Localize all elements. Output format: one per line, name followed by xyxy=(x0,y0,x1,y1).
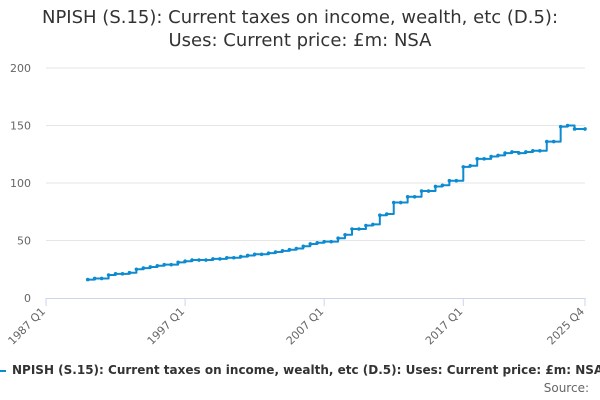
data-point xyxy=(482,157,486,161)
data-point xyxy=(350,227,354,231)
data-point xyxy=(461,165,466,169)
data-point xyxy=(252,252,257,257)
x-tick-label: 2007 Q1 xyxy=(284,305,327,348)
x-tick-label: 2017 Q1 xyxy=(423,305,466,348)
y-tick-label: 50 xyxy=(17,235,31,248)
data-point xyxy=(231,255,236,260)
data-point xyxy=(294,246,299,251)
chart-title: NPISH (S.15): Current taxes on income, w… xyxy=(41,7,559,51)
data-point xyxy=(524,150,528,154)
data-point xyxy=(155,264,160,268)
data-point xyxy=(273,250,278,254)
grid-lines xyxy=(46,67,585,241)
x-axis: 1987 Q1 1997 Q1 2007 Q1 2017 Q1 2025 Q4 xyxy=(6,298,588,348)
data-point xyxy=(127,270,132,275)
legend[interactable]: NPISH (S.15): Current taxes on income, w… xyxy=(0,360,600,380)
data-point xyxy=(496,153,500,158)
y-tick-label: 200 xyxy=(10,62,31,75)
data-point xyxy=(280,249,285,253)
data-point xyxy=(259,252,264,257)
data-point xyxy=(489,154,493,159)
data-point xyxy=(558,124,563,129)
data-point xyxy=(391,200,396,205)
y-tick-label: 150 xyxy=(10,120,31,133)
legend-label: NPISH (S.15): Current taxes on income, w… xyxy=(12,363,600,377)
chart-title-wrap: NPISH (S.15): Current taxes on income, w… xyxy=(0,6,600,52)
data-point xyxy=(85,277,90,282)
data-point xyxy=(169,262,173,267)
data-point xyxy=(315,241,320,245)
x-tick-label: 2025 Q4 xyxy=(545,305,588,348)
data-point xyxy=(287,247,292,252)
data-point xyxy=(419,189,424,193)
data-point xyxy=(537,149,542,153)
data-point xyxy=(162,262,167,267)
data-point xyxy=(503,151,507,155)
data-point xyxy=(120,272,125,276)
data-point xyxy=(426,189,431,193)
data-point xyxy=(433,184,438,189)
data-point xyxy=(412,195,417,199)
data-point xyxy=(357,227,361,231)
data-point xyxy=(211,257,215,261)
data-point xyxy=(176,260,180,265)
data-point xyxy=(405,195,410,199)
data-point xyxy=(336,236,340,240)
data-point xyxy=(378,213,382,217)
data-point xyxy=(92,276,97,281)
data-point xyxy=(475,157,480,161)
data-point xyxy=(531,149,535,153)
data-point xyxy=(329,239,333,244)
data-point xyxy=(308,242,313,246)
legend-item[interactable]: NPISH (S.15): Current taxes on income, w… xyxy=(0,360,600,380)
series-line xyxy=(87,124,585,281)
data-point xyxy=(447,178,452,183)
data-point xyxy=(322,239,326,244)
data-point xyxy=(266,251,271,255)
data-point xyxy=(454,178,459,183)
data-point xyxy=(183,259,187,264)
data-point xyxy=(99,276,104,281)
data-point xyxy=(148,265,153,269)
data-point xyxy=(544,139,549,144)
data-point xyxy=(371,222,375,227)
data-point xyxy=(468,163,473,168)
data-point xyxy=(551,139,556,144)
source-label: Source: xyxy=(543,381,589,395)
data-point xyxy=(510,150,514,154)
data-point xyxy=(301,244,306,249)
data-point xyxy=(343,232,347,237)
data-point xyxy=(440,183,445,188)
data-point xyxy=(565,123,570,128)
data-point xyxy=(204,258,208,262)
data-point xyxy=(583,127,587,131)
data-point xyxy=(398,200,403,205)
data-point xyxy=(572,127,577,131)
data-point xyxy=(134,267,139,272)
x-tick-label: 1987 Q1 xyxy=(6,305,49,348)
data-point xyxy=(218,257,222,261)
data-point xyxy=(517,151,521,155)
data-point xyxy=(364,223,368,228)
legend-swatch xyxy=(0,369,6,372)
series-layer xyxy=(85,123,587,282)
data-point xyxy=(384,212,389,216)
data-point xyxy=(225,255,229,260)
data-point xyxy=(245,253,250,258)
y-tick-label: 100 xyxy=(10,177,31,190)
y-tick-label: 0 xyxy=(24,292,31,305)
data-point xyxy=(190,258,194,262)
x-tick-label: 1997 Q1 xyxy=(145,305,188,348)
data-point xyxy=(238,254,243,259)
data-point xyxy=(197,258,201,262)
y-axis: 0 50 100 150 200 xyxy=(10,62,31,305)
data-point xyxy=(113,272,118,276)
data-point xyxy=(141,266,146,270)
data-point xyxy=(106,273,111,277)
